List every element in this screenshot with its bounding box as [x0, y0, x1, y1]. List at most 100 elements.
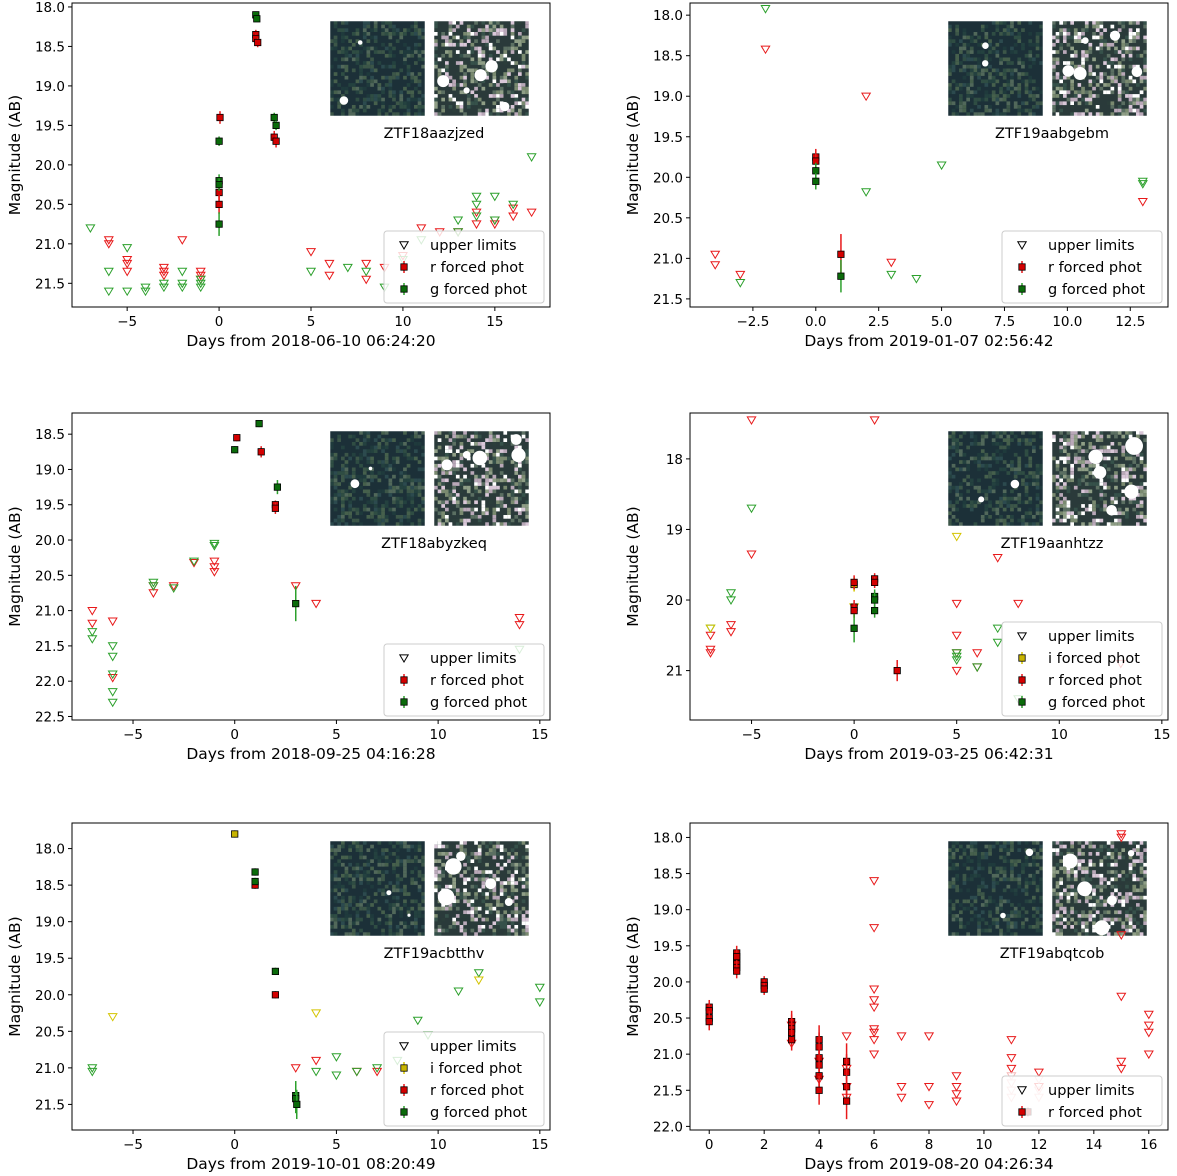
x-tick-label: 10 — [430, 727, 447, 743]
x-axis-label: Days from 2018-09-25 04:16:28 — [186, 745, 435, 763]
x-axis-label: Days from 2019-01-07 02:56:42 — [804, 332, 1053, 350]
upper-limit-marker — [188, 557, 200, 567]
upper-limit-marker — [107, 698, 118, 708]
science-thumbnail — [947, 840, 1044, 937]
x-tick-label: 12.5 — [1115, 314, 1145, 330]
upper-limit-marker — [87, 1067, 98, 1077]
upper-limit-marker — [526, 208, 537, 218]
y-tick-label: 21.5 — [653, 1083, 683, 1099]
y-axis-label: Magnitude (AB) — [6, 506, 24, 626]
legend-label: i forced phot — [430, 1061, 522, 1077]
upper-limit-marker — [1013, 599, 1024, 609]
legend-label: g forced phot — [1048, 695, 1145, 711]
upper-limit-marker — [514, 621, 525, 630]
upper-limit-marker — [85, 224, 96, 233]
upper-limit-marker — [122, 256, 133, 265]
upper-limit-marker — [1143, 1028, 1154, 1038]
x-tick-label: 15 — [531, 1137, 548, 1153]
upper-limit-marker — [372, 1067, 383, 1077]
legend-label: upper limits — [1048, 1083, 1135, 1099]
upper-limit-marker — [746, 416, 757, 425]
legend-label: r forced phot — [1048, 260, 1142, 276]
detection-marker — [293, 1100, 301, 1108]
y-tick-label: 20.0 — [35, 988, 65, 1004]
upper-limit-marker — [177, 267, 188, 277]
detection-series — [812, 162, 845, 293]
upper-limit-marker — [951, 631, 962, 641]
upper-limit-marker — [1006, 1064, 1017, 1074]
upper-limit-marker — [209, 539, 220, 549]
x-tick-label: 10 — [394, 314, 411, 330]
upper-limit-marker — [471, 192, 482, 202]
y-tick-label: 18.5 — [653, 867, 683, 883]
upper-limit-marker — [209, 568, 220, 577]
upper-limit-marker — [87, 607, 98, 616]
y-tick-label: 21.5 — [653, 292, 683, 308]
upper-limit-marker — [725, 589, 737, 598]
upper-limit-marker — [107, 670, 118, 680]
x-tick-label: 0 — [705, 1137, 714, 1153]
upper-limit-marker — [103, 240, 114, 249]
x-tick-label: 12 — [1030, 1137, 1047, 1153]
detection-marker — [251, 868, 259, 876]
upper-limit-marker — [923, 1101, 935, 1110]
detection-marker — [251, 877, 259, 886]
legend: upper limits i forced phot r forced phot g … — [383, 1031, 545, 1127]
legend-marker-r — [1018, 263, 1026, 271]
legend-marker-upper-limit — [1016, 632, 1028, 641]
detection-marker — [871, 596, 879, 604]
upper-limit-marker — [760, 5, 771, 14]
upper-limit-marker — [861, 188, 872, 197]
x-tick-label: 10 — [1051, 727, 1068, 743]
upper-limit-marker — [195, 267, 206, 277]
upper-limit-marker — [351, 1067, 362, 1077]
science-thumbnail — [947, 20, 1044, 117]
legend-label: r forced phot — [430, 1083, 524, 1099]
upper-limit-marker — [1137, 177, 1148, 187]
y-tick-label: 20.5 — [35, 1024, 65, 1040]
upper-limit-marker — [209, 563, 220, 572]
upper-limit-marker — [107, 674, 118, 683]
legend-marker-r — [400, 676, 408, 684]
upper-limit-marker — [209, 542, 220, 551]
upper-limit-marker — [725, 596, 737, 605]
upper-limit-marker — [951, 599, 962, 609]
upper-limit-marker — [107, 1013, 118, 1022]
upper-limit-marker — [107, 652, 118, 662]
x-tick-label: 5 — [307, 314, 316, 330]
upper-limit-marker — [861, 92, 872, 102]
detection-marker — [270, 113, 278, 122]
upper-limit-marker — [951, 666, 962, 676]
y-tick-label: 18 — [666, 452, 683, 468]
object-name: ZTF18abyzkeq — [381, 536, 487, 552]
detection-marker — [837, 250, 845, 258]
legend: upper limits r forced phot g forced phot — [1001, 230, 1163, 304]
light-curve-panel: ZTF19abqtcob 0 2 4 6 8 10 12 14 16 18.0 18.5 19.0 19.… — [624, 822, 1169, 1173]
x-tick-label: −5 — [123, 727, 143, 743]
x-tick-label: 6 — [870, 1137, 879, 1153]
upper-limit-marker — [177, 283, 188, 293]
upper-limit-marker — [412, 1016, 423, 1026]
legend-marker-upper-limit — [398, 1042, 410, 1051]
legend-marker-g — [400, 1108, 408, 1116]
upper-limit-marker — [1116, 1057, 1127, 1067]
axes-frame — [71, 412, 551, 721]
legend-box — [383, 1031, 545, 1127]
upper-limit-marker — [886, 258, 897, 268]
legend-marker-i — [400, 1064, 408, 1072]
light-curve-panel: ZTF19aanhtzz −5 0 5 10 15 18 19 20 21 Days from 20… — [624, 412, 1170, 763]
upper-limit-marker — [869, 1003, 880, 1013]
upper-limit-marker — [453, 216, 464, 226]
detection-marker — [850, 624, 858, 632]
detection-series — [251, 868, 301, 1120]
upper-limit-marker — [508, 204, 519, 214]
upper-limit-marker — [760, 45, 771, 55]
detection-marker — [812, 177, 820, 185]
upper-limit-marker — [1137, 198, 1148, 207]
upper-limit-marker — [972, 649, 983, 658]
detection-marker — [893, 667, 901, 675]
detection-marker — [215, 137, 223, 145]
upper-limit-marker — [489, 216, 500, 226]
legend-marker-i — [1018, 654, 1026, 662]
y-tick-label: 19.5 — [35, 498, 65, 514]
